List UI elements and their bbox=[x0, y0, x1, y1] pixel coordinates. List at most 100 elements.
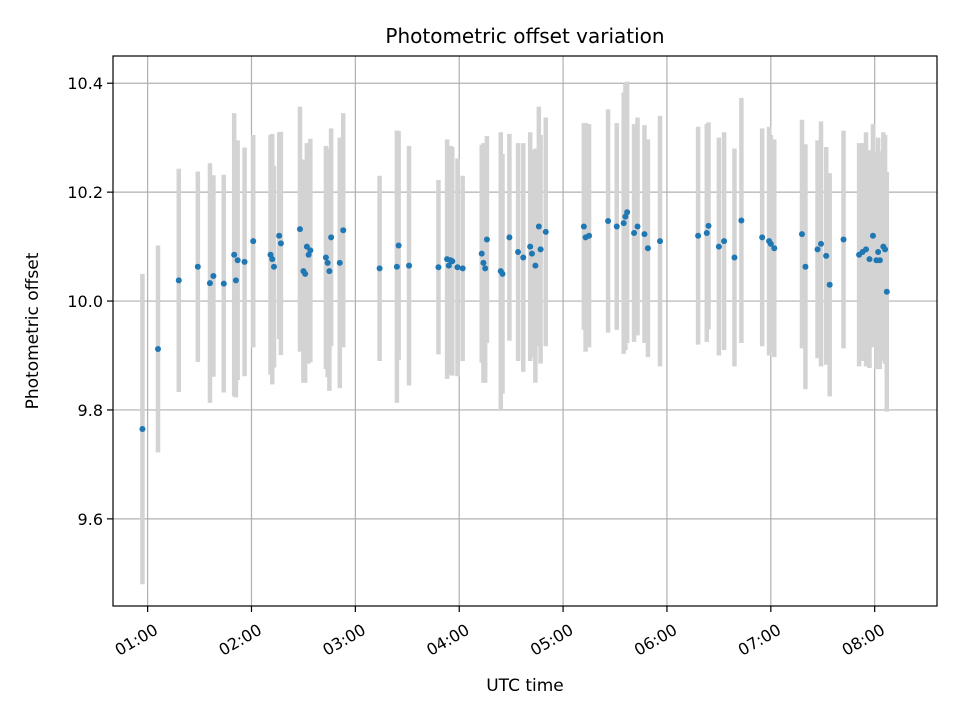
data-point bbox=[324, 259, 331, 266]
data-point bbox=[296, 226, 303, 233]
data-point bbox=[520, 254, 527, 261]
data-point bbox=[605, 218, 612, 224]
data-point bbox=[393, 263, 400, 270]
data-point bbox=[220, 280, 227, 287]
data-point bbox=[499, 270, 506, 277]
data-point bbox=[738, 217, 745, 224]
data-point bbox=[194, 263, 201, 270]
data-point bbox=[798, 231, 805, 238]
x-tick-label: 07:00 bbox=[735, 620, 784, 660]
data-point bbox=[336, 259, 343, 266]
data-point bbox=[302, 270, 309, 277]
y-tick-label: 10.2 bbox=[67, 183, 103, 202]
data-point bbox=[483, 236, 490, 243]
data-point bbox=[232, 277, 239, 284]
data-point bbox=[657, 238, 664, 245]
data-point bbox=[175, 277, 182, 284]
data-point bbox=[814, 246, 821, 253]
data-point bbox=[644, 245, 651, 252]
x-axis-ticks: 01:00 02:00 03:00 04:00 05:00 06:00 07:00 08:00 bbox=[112, 606, 888, 660]
data-point bbox=[206, 280, 213, 287]
data-point bbox=[528, 250, 535, 257]
data-point bbox=[269, 256, 276, 263]
data-point bbox=[241, 258, 248, 265]
data-point bbox=[270, 263, 277, 270]
data-points bbox=[139, 209, 890, 433]
y-axis-label: Photometric offset bbox=[23, 252, 43, 409]
data-point bbox=[586, 232, 593, 239]
data-point bbox=[445, 262, 452, 269]
data-point bbox=[613, 223, 620, 230]
x-tick-label: 01:00 bbox=[112, 620, 161, 660]
data-point bbox=[705, 222, 712, 229]
data-point bbox=[326, 268, 333, 275]
plot-frame bbox=[112, 55, 938, 607]
data-point bbox=[307, 247, 314, 254]
data-point bbox=[631, 229, 638, 236]
data-point bbox=[515, 249, 522, 256]
data-point bbox=[866, 256, 873, 263]
data-point bbox=[883, 288, 890, 295]
data-point bbox=[155, 345, 162, 352]
data-point bbox=[231, 251, 238, 258]
data-point bbox=[882, 246, 889, 253]
data-point bbox=[715, 243, 722, 250]
data-point bbox=[537, 246, 544, 253]
data-point bbox=[620, 220, 627, 227]
data-point bbox=[703, 229, 710, 236]
data-point bbox=[535, 223, 542, 230]
data-point bbox=[542, 228, 549, 235]
data-point bbox=[478, 250, 485, 257]
x-tick-label: 06:00 bbox=[631, 620, 680, 660]
data-point bbox=[802, 263, 809, 270]
grid bbox=[113, 56, 937, 606]
data-point bbox=[823, 252, 830, 259]
data-point bbox=[863, 246, 870, 253]
x-tick-label: 03:00 bbox=[319, 620, 368, 660]
error-bars bbox=[140, 81, 890, 585]
data-point bbox=[139, 426, 146, 433]
data-point bbox=[506, 234, 513, 241]
data-point bbox=[395, 242, 402, 249]
x-tick-label: 04:00 bbox=[423, 620, 472, 660]
data-point bbox=[276, 232, 283, 239]
data-point bbox=[876, 257, 883, 264]
data-point bbox=[527, 243, 534, 250]
y-tick-label: 9.8 bbox=[78, 401, 103, 420]
data-point bbox=[826, 281, 833, 288]
data-point bbox=[210, 273, 217, 279]
y-tick-label: 9.6 bbox=[78, 510, 103, 529]
data-point bbox=[869, 232, 876, 239]
data-point bbox=[641, 231, 648, 238]
x-tick-label: 02:00 bbox=[215, 620, 264, 660]
data-point bbox=[875, 249, 882, 256]
chart-title: Photometric offset variation bbox=[385, 24, 664, 48]
data-point bbox=[454, 264, 461, 271]
y-tick-label: 10.0 bbox=[67, 292, 103, 311]
data-point bbox=[771, 245, 778, 252]
x-axis-label: UTC time bbox=[486, 676, 564, 696]
data-point bbox=[482, 265, 489, 272]
data-point bbox=[695, 232, 702, 239]
data-point bbox=[340, 227, 347, 234]
data-point bbox=[250, 238, 257, 245]
data-point bbox=[277, 240, 284, 247]
data-point bbox=[406, 262, 413, 269]
x-tick-label: 08:00 bbox=[839, 620, 888, 660]
data-point bbox=[634, 223, 641, 230]
data-point bbox=[459, 265, 466, 272]
data-point bbox=[328, 234, 335, 241]
data-point bbox=[303, 243, 310, 250]
y-tick-label: 10.4 bbox=[67, 74, 103, 93]
data-point bbox=[721, 238, 728, 245]
data-point bbox=[767, 240, 774, 247]
data-point bbox=[234, 257, 241, 264]
data-point bbox=[435, 264, 442, 271]
data-point bbox=[624, 209, 631, 216]
data-point bbox=[322, 254, 329, 261]
data-point bbox=[532, 262, 539, 269]
x-tick-label: 05:00 bbox=[527, 620, 576, 660]
data-point bbox=[731, 254, 738, 261]
data-point bbox=[818, 240, 825, 247]
